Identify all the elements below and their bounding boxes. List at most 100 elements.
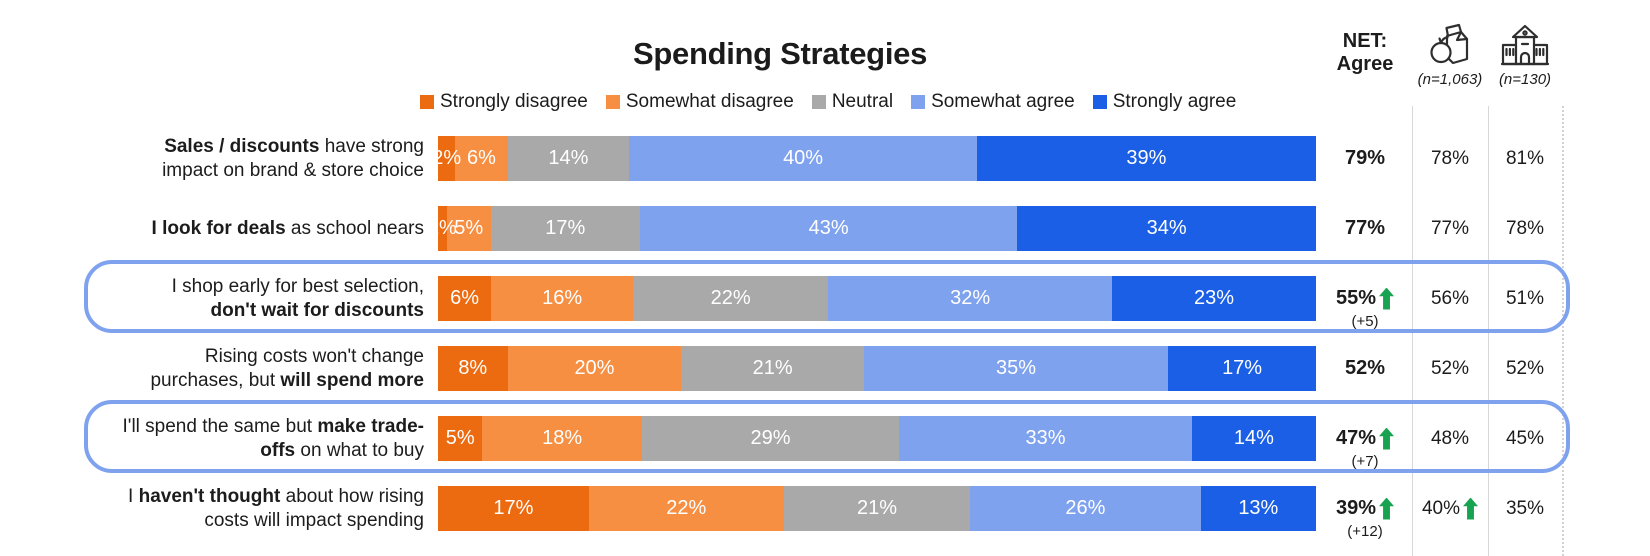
net-agree-value-line: 39%	[1335, 497, 1395, 520]
bar-segment: 17%	[490, 206, 640, 251]
row-label-line: offs on what to buy	[58, 439, 424, 463]
row-label-text: haven't thought	[138, 486, 281, 507]
bar-segment-value: 5%	[454, 217, 484, 239]
bar-segment-value: 21%	[752, 357, 793, 379]
bar-segment-value: 23%	[1193, 287, 1234, 309]
sample1-value: 77%	[1430, 217, 1470, 239]
net-header-line1: NET:	[1342, 30, 1388, 52]
increase-arrow-icon	[1379, 427, 1395, 450]
bar-segment-value: 14%	[1233, 427, 1274, 449]
sample2-value: 45%	[1505, 427, 1545, 449]
bar-segment: 22%	[588, 486, 784, 531]
row-label-text: I	[128, 486, 139, 507]
net-agree-header: NET: Agree	[1318, 30, 1412, 76]
bar-segment: 20%	[507, 346, 682, 391]
net-agree-value: 52%	[1344, 357, 1386, 379]
legend-swatch	[911, 95, 926, 109]
bar-segment: 6%	[455, 136, 508, 181]
increase-arrow-icon	[1379, 497, 1395, 520]
row-label-text: as school nears	[285, 217, 424, 239]
bar-segment: 22%	[633, 276, 829, 321]
increase-arrow-icon	[1379, 287, 1395, 310]
bar-segment: 2%	[432, 136, 461, 181]
sample1-value: 52%	[1430, 357, 1470, 379]
sample2-value: 35%	[1505, 497, 1545, 519]
sample2-value-cell: 52%	[1488, 346, 1562, 391]
row-label: I shop early for best selection, don't wa…	[58, 276, 424, 321]
bar-segment: 18%	[482, 416, 642, 461]
bar-segment-value: 26%	[1065, 497, 1106, 519]
bar-segment: 26%	[970, 486, 1201, 531]
net-agree-value: 55%	[1335, 287, 1377, 309]
bar-segment-value: 17%	[1222, 357, 1263, 379]
sample2-value-cell: 51%	[1488, 276, 1562, 321]
net-agree-value-line: 77%	[1345, 217, 1385, 240]
bar-segment-value: 5%	[445, 427, 475, 449]
bar-segment: 17%	[438, 486, 589, 531]
sample2-value-cell: 35%	[1488, 486, 1562, 531]
table-row: I look for deals as school nears 1% 5% 17% 4…	[0, 206, 1650, 251]
net-agree-change: (+7)	[1351, 453, 1379, 470]
legend-label: Somewhat agree	[931, 91, 1075, 112]
lunch-bag-icon	[1410, 16, 1490, 68]
bar-segment: 16%	[491, 276, 634, 321]
sample1-value: 56%	[1430, 287, 1470, 309]
row-label-text: offs	[260, 439, 296, 461]
sample1-value-cell: 77%	[1412, 206, 1488, 251]
sample2-value: 78%	[1505, 217, 1545, 239]
bar-segment-value: 14%	[548, 147, 589, 169]
net-agree-value: 77%	[1344, 217, 1386, 239]
row-label: I look for deals as school nears	[58, 206, 424, 251]
bar-segment: 6%	[438, 276, 492, 321]
bar-segment: 32%	[828, 276, 1112, 321]
chart-title: Spending Strategies	[632, 36, 928, 71]
bar-segment: 40%	[629, 136, 977, 181]
table-row: I shop early for best selection, don't wa…	[0, 276, 1650, 330]
legend-label: Strongly agree	[1112, 91, 1237, 112]
sample1-value-cell: 52%	[1412, 346, 1488, 391]
legend-swatch	[605, 95, 620, 109]
sample1-value: 78%	[1430, 147, 1470, 169]
bar-segment: 21%	[783, 486, 971, 531]
table-row: I haven't thought about how rising costs …	[0, 486, 1650, 540]
column-divider-dotted	[1562, 106, 1564, 556]
bar-segment-value: 35%	[996, 357, 1037, 379]
table-row: Rising costs won't change purchases, but …	[0, 346, 1650, 391]
bar-segment-value: 1%	[427, 217, 457, 239]
bar-segment-value: 13%	[1238, 497, 1279, 519]
sample1-value-cell: 48%	[1412, 416, 1488, 461]
row-label-text: Rising costs won't change	[204, 346, 424, 367]
bar-segment-value: 21%	[856, 497, 897, 519]
row-label-text: on what to buy	[295, 439, 424, 461]
row-label-text: impact on brand & store choice	[162, 159, 424, 181]
net-agree-value-line: 52%	[1345, 357, 1385, 380]
sample2-value: 51%	[1505, 287, 1545, 309]
bar-segment: 14%	[1191, 416, 1316, 461]
sample1-value-cell: 56%	[1412, 276, 1488, 321]
sample1-value: 40%	[1421, 497, 1461, 519]
net-agree-change: (+12)	[1347, 523, 1383, 540]
bar-segment: 23%	[1112, 276, 1316, 321]
row-label-text: make trade-	[317, 416, 424, 437]
sample1-value-cell: 40%	[1412, 486, 1488, 531]
row-label-line: I look for deals as school nears	[58, 217, 424, 241]
bar-segment-value: 18%	[542, 427, 583, 449]
net-agree-cell: 77%	[1318, 206, 1412, 251]
row-label: Sales / discounts have strong impact on b…	[58, 136, 424, 181]
sample2-value-cell: 78%	[1488, 206, 1562, 251]
bar-segment-value: 8%	[458, 357, 488, 379]
bar-segment: 35%	[863, 346, 1169, 391]
sample1-value: 48%	[1430, 427, 1470, 449]
legend-item: Somewhat disagree	[605, 91, 794, 113]
net-agree-value: 39%	[1335, 497, 1377, 519]
legend-swatch	[811, 95, 826, 109]
bar-segment: 21%	[681, 346, 864, 391]
row-label-line: don't wait for discounts	[58, 299, 424, 323]
stacked-bar: 1% 5% 17% 43% 34%	[428, 206, 1316, 251]
legend-item: Somewhat agree	[911, 91, 1075, 113]
row-label-text: I'll spend the same but	[122, 416, 318, 437]
net-agree-value: 79%	[1344, 147, 1386, 169]
school-building-icon	[1486, 16, 1564, 68]
row-label-line: I shop early for best selection,	[58, 275, 424, 299]
